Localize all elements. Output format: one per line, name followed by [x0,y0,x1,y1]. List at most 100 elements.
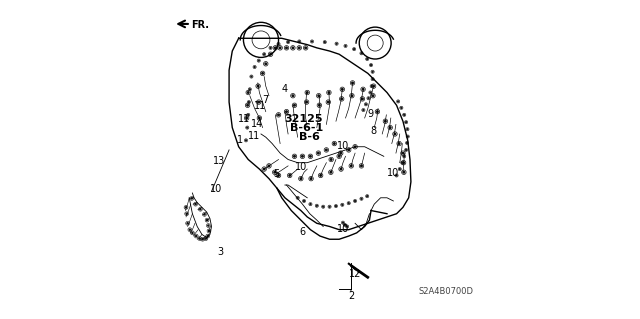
Text: 10: 10 [337,224,349,234]
Circle shape [187,223,188,224]
Circle shape [373,85,374,87]
Circle shape [208,225,209,226]
Circle shape [246,117,248,119]
Text: 12: 12 [349,269,361,279]
Circle shape [200,209,201,210]
Text: 32125: 32125 [284,114,323,124]
Circle shape [330,172,332,173]
Circle shape [191,198,193,199]
Circle shape [333,143,335,144]
Text: 9: 9 [367,109,374,119]
Circle shape [305,47,307,48]
Circle shape [372,79,373,80]
Text: 13: 13 [212,156,225,166]
Text: 10: 10 [295,162,307,173]
Circle shape [258,101,260,103]
Circle shape [247,105,248,106]
Circle shape [186,213,188,214]
Circle shape [265,63,266,64]
Text: 10: 10 [210,184,222,194]
Circle shape [251,76,252,77]
Circle shape [402,152,404,154]
Circle shape [186,207,187,208]
Circle shape [354,49,355,50]
Text: FR.: FR. [191,19,209,30]
Circle shape [403,172,404,173]
Circle shape [278,114,279,115]
Text: 3: 3 [218,247,223,257]
Circle shape [335,206,337,207]
Circle shape [370,92,371,93]
Circle shape [362,98,364,100]
Circle shape [270,54,271,55]
Text: 6: 6 [300,227,305,237]
Circle shape [278,175,279,176]
Circle shape [342,222,344,223]
Circle shape [285,47,287,48]
Circle shape [300,178,301,179]
Circle shape [367,59,368,60]
Circle shape [363,109,364,110]
Text: 8: 8 [371,126,377,136]
Circle shape [248,101,250,103]
Circle shape [342,89,343,90]
Circle shape [306,101,307,103]
Circle shape [205,238,206,239]
Circle shape [199,238,200,239]
Circle shape [317,152,319,154]
Circle shape [397,101,399,102]
Circle shape [372,95,374,96]
Circle shape [347,226,348,227]
Circle shape [407,136,408,137]
Circle shape [361,165,362,167]
Circle shape [310,178,312,179]
Circle shape [297,197,298,198]
Circle shape [355,201,356,202]
Circle shape [310,156,311,157]
Circle shape [342,204,343,205]
Circle shape [294,156,295,157]
Circle shape [254,66,255,67]
Circle shape [287,42,289,43]
Circle shape [368,98,369,99]
Circle shape [268,165,269,167]
Circle shape [257,85,259,87]
Circle shape [275,47,276,48]
Circle shape [294,105,295,106]
Circle shape [328,92,330,93]
Circle shape [202,239,203,240]
Circle shape [340,152,342,154]
Circle shape [336,43,337,44]
Circle shape [399,168,400,170]
Text: B-6-1: B-6-1 [290,122,323,133]
Circle shape [351,165,352,167]
Circle shape [310,204,311,205]
Circle shape [329,206,330,207]
Circle shape [307,92,308,93]
Circle shape [301,156,303,157]
Circle shape [195,204,196,205]
Text: S2A4B0700D: S2A4B0700D [419,287,474,296]
Circle shape [264,54,265,55]
Circle shape [298,47,300,48]
Circle shape [376,111,378,112]
Circle shape [396,175,397,176]
Circle shape [292,47,294,48]
Circle shape [289,175,291,176]
Circle shape [365,104,367,105]
Circle shape [264,168,265,170]
Circle shape [326,149,327,151]
Text: 2: 2 [348,291,354,301]
Circle shape [394,133,396,135]
Text: 14: 14 [251,119,263,129]
Circle shape [371,86,372,87]
Circle shape [406,142,408,143]
Circle shape [279,47,281,48]
Circle shape [355,146,356,147]
Circle shape [339,156,340,157]
Circle shape [292,95,294,96]
Circle shape [320,175,321,176]
Circle shape [204,214,205,215]
Circle shape [401,107,402,108]
Text: 1: 1 [237,135,243,145]
